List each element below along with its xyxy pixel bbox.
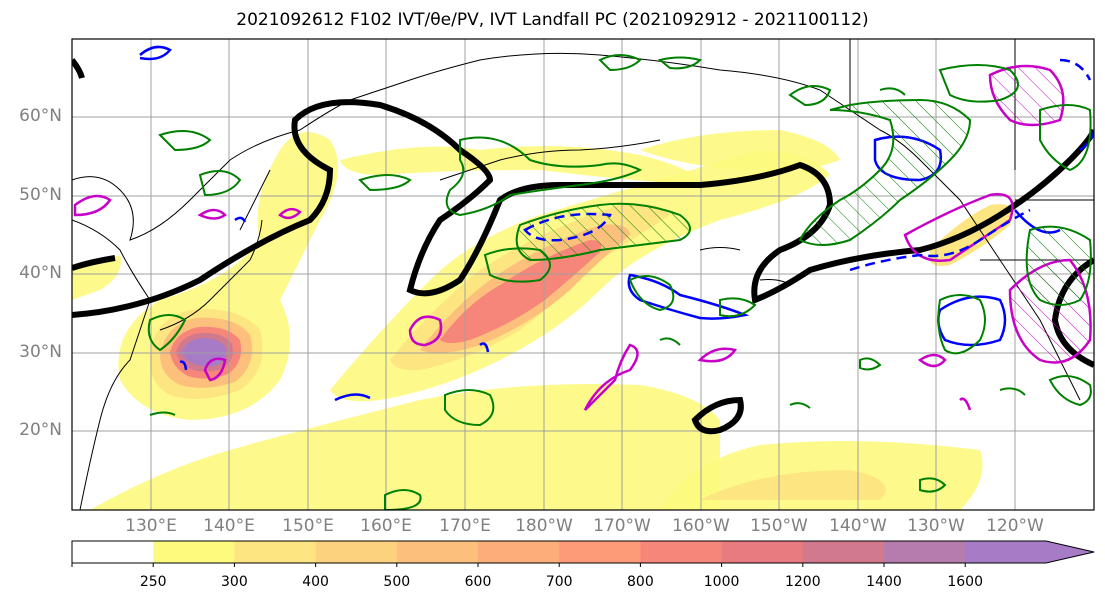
colorbar-cell [478, 541, 560, 563]
coastlines [72, 39, 1094, 510]
map-panel [72, 39, 1094, 510]
colorbar-ticks [71, 563, 966, 567]
colorbar-cell [153, 541, 235, 563]
colorbar-cell [802, 541, 885, 563]
lon-label-120w: 120°W [986, 516, 1044, 536]
lon-label-160w: 160°W [672, 516, 730, 536]
colorbar-label: 300 [221, 574, 248, 590]
colorbar-label: 1200 [784, 574, 821, 590]
colorbar-label: 1400 [866, 574, 902, 590]
colorbar-label: 1600 [947, 574, 983, 590]
lon-label-140w: 140°W [829, 516, 887, 536]
colorbar-cell [965, 541, 1094, 563]
colorbar-label: 600 [464, 574, 492, 590]
colorbar-cell [72, 541, 154, 563]
colorbar-cell [884, 541, 966, 563]
lat-label-30n: 30°N [19, 342, 62, 362]
ivt-shading [72, 130, 1013, 510]
lon-label-170w: 170°W [593, 516, 651, 536]
colorbar-label: 800 [627, 574, 654, 590]
colorbar-cell [640, 541, 723, 563]
lat-label-60n: 60°N [19, 106, 62, 126]
lon-label-140e: 140°E [203, 516, 255, 536]
colorbar-cell [559, 541, 641, 563]
landfall-pc-hatching [516, 100, 1091, 305]
lat-label-40n: 40°N [19, 263, 62, 283]
lon-label-170e: 170°E [439, 516, 491, 536]
map-title: 2021092612 F102 IVT/θe/PV, IVT Landfall … [236, 10, 869, 30]
colorbar-cells [72, 541, 1094, 563]
lon-label-150e: 150°E [282, 516, 334, 536]
colorbar-cell [315, 541, 398, 563]
colorbar-label: 400 [302, 574, 329, 590]
colorbar-cell [234, 541, 317, 563]
lon-label-130w: 130°W [907, 516, 965, 536]
colorbar-label: 250 [139, 574, 167, 590]
colorbar-cell [721, 541, 804, 563]
colorbar-label: 1000 [703, 574, 740, 590]
lon-label-160e: 160°E [360, 516, 412, 536]
lon-label-150w: 150°W [750, 516, 808, 536]
colorbar-cell [396, 541, 479, 563]
colorbar-label: 500 [383, 574, 411, 590]
lat-label-50n: 50°N [19, 185, 62, 205]
map-frame [71, 38, 1095, 511]
colorbar-label: 700 [545, 574, 573, 590]
lon-label-180w: 180°W [515, 516, 573, 536]
lat-label-20n: 20°N [19, 420, 62, 440]
lon-label-130e: 130°E [125, 516, 177, 536]
colorbar-outline [71, 540, 1095, 564]
